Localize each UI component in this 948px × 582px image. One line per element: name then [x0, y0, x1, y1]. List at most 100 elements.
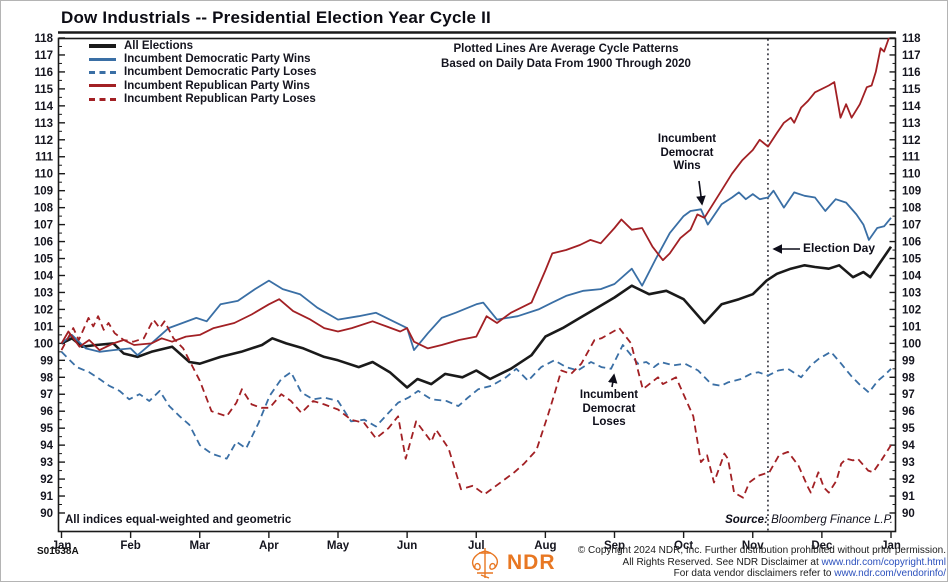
copyright-line3-text: For data vendor disclaimers refer to — [673, 568, 835, 579]
x-axis-label: Jun — [397, 540, 417, 552]
y-axis-label-right: 99 — [902, 355, 915, 367]
y-axis-label-right: 90 — [902, 508, 915, 520]
y-axis-label-left: 104 — [34, 270, 54, 282]
y-axis-label-right: 108 — [902, 203, 922, 215]
y-axis-label-left: 116 — [34, 67, 53, 79]
copyright-line3: For data vendor disclaimers refer to www… — [561, 568, 946, 580]
footnote-indices: All indices equal-weighted and geometric — [65, 514, 292, 526]
x-axis-label: Nov — [742, 540, 764, 552]
chart-note-line1: Plotted Lines Are Average Cycle Patterns — [453, 43, 679, 55]
y-axis-label-right: 118 — [902, 33, 921, 45]
y-axis-label-left: 103 — [34, 287, 53, 299]
ndr-logo: NDR — [467, 545, 556, 581]
y-axis-label-left: 100 — [34, 338, 53, 350]
y-axis-label-right: 110 — [902, 169, 921, 181]
series-line-incumbent-republican-party-loses — [60, 315, 892, 499]
chart-note: Plotted Lines Are Average Cycle Patterns… — [396, 42, 736, 72]
annotation-incumbent-democrat-wins: Incumbent Democrat Wins — [637, 133, 737, 174]
y-axis-label-left: 99 — [40, 355, 53, 367]
x-axis-label: Jan — [52, 540, 72, 552]
y-axis-label-left: 108 — [34, 203, 54, 215]
y-axis-label-right: 111 — [902, 152, 921, 164]
legend-item-all-elections: All Elections — [89, 39, 316, 52]
x-axis-label: Mar — [190, 540, 211, 552]
y-axis-label-right: 112 — [902, 135, 921, 147]
y-axis-label-right: 92 — [902, 474, 915, 486]
y-axis-label-right: 114 — [902, 101, 921, 113]
arrow-dem-wins — [696, 180, 706, 206]
y-axis-label-left: 93 — [40, 457, 53, 469]
legend: All Elections Incumbent Democratic Party… — [89, 39, 316, 106]
x-axis-label: Jan — [881, 540, 901, 552]
y-axis-label-left: 101 — [34, 321, 54, 333]
copyright-line2: All Rights Reserved. See NDR Disclaimer … — [561, 557, 946, 569]
legend-label: All Elections — [124, 39, 194, 52]
arrow-dem-loses — [607, 373, 618, 388]
source-note: Source: Bloomberg Finance L.P. — [601, 514, 893, 526]
legend-label: Incumbent Republican Party Loses — [124, 93, 316, 106]
x-axis-label: Jul — [468, 540, 485, 552]
y-axis-label-left: 113 — [34, 118, 53, 130]
y-axis-label-right: 98 — [902, 372, 915, 384]
annotation-text: Democrat — [582, 402, 636, 415]
chart-note-line2: Based on Daily Data From 1900 Through 20… — [441, 58, 691, 70]
y-axis-label-right: 113 — [902, 118, 921, 130]
source-label: Source: — [725, 514, 768, 526]
y-axis-label-right: 95 — [902, 423, 915, 435]
annotation-incumbent-democrat-loses: Incumbent Democrat Loses — [559, 389, 659, 430]
legend-swatch-red-solid-line — [89, 84, 116, 88]
series-line-all-elections — [60, 245, 893, 389]
y-axis-label-right: 109 — [902, 186, 921, 198]
y-axis-label-right: 101 — [902, 321, 922, 333]
y-axis-label-right: 105 — [902, 254, 922, 266]
x-axis-label: Sep — [604, 540, 625, 552]
y-axis-label-right: 116 — [902, 67, 921, 79]
y-axis-label-left: 109 — [34, 186, 53, 198]
chart-id: S01638A — [37, 546, 79, 557]
y-axis-label-left: 111 — [35, 152, 54, 164]
x-axis-label: Aug — [534, 540, 556, 552]
y-axis-label-left: 97 — [40, 389, 53, 401]
legend-swatch-black-solid-line — [89, 43, 116, 48]
plot-frame — [57, 37, 897, 533]
y-axis-label-left: 90 — [40, 508, 53, 520]
y-axis-label-right: 103 — [902, 287, 921, 299]
series-line-incumbent-republican-party-wins — [60, 37, 890, 351]
annotation-text: Democrat — [660, 146, 714, 159]
y-axis-label-right: 100 — [902, 338, 921, 350]
y-axis-label-right: 97 — [902, 389, 915, 401]
annotation-text: Incumbent — [579, 389, 639, 401]
y-axis-label-left: 114 — [34, 101, 53, 113]
chart-title: Dow Industrials -- Presidential Election… — [61, 8, 491, 27]
ndr-logo-text: NDR — [507, 551, 556, 574]
legend-item-dem-loses: Incumbent Democratic Party Loses — [89, 66, 316, 79]
y-axis-label-left: 95 — [40, 423, 53, 435]
y-axis-label-right: 106 — [902, 237, 921, 249]
legend-swatch-red-dashed-line — [89, 97, 116, 101]
copyright-link[interactable]: www.ndr.com/copyright.html — [821, 556, 947, 568]
legend-swatch-blue-dashed-line — [89, 70, 116, 74]
y-axis-label-right: 93 — [902, 457, 915, 469]
series-line-incumbent-democratic-party-wins — [60, 189, 892, 357]
y-axis-label-left: 92 — [40, 474, 53, 486]
y-axis-label-left: 91 — [40, 491, 53, 503]
legend-swatch-blue-solid-line — [89, 57, 116, 61]
copyright-line2-text: All Rights Reserved. See NDR Disclaimer … — [622, 556, 822, 568]
y-axis-label-right: 107 — [902, 220, 921, 232]
annotation-text: Wins — [673, 160, 701, 172]
annotation-election-day: Election Day — [803, 241, 876, 255]
source-value: Bloomberg Finance L.P. — [771, 514, 893, 526]
ndr-logo-icon — [471, 548, 499, 579]
y-axis-label-left: 110 — [34, 169, 53, 181]
annotation-text: Loses — [592, 416, 626, 428]
y-axis-label-left: 118 — [34, 33, 53, 45]
y-axis-label-right: 115 — [902, 84, 921, 96]
legend-label: Incumbent Republican Party Wins — [124, 79, 310, 92]
y-axis-label-left: 105 — [34, 254, 54, 266]
y-axis-label-left: 117 — [34, 50, 53, 62]
vendor-link[interactable]: www.ndr.com/vendorinfo/ — [834, 568, 946, 579]
x-axis-label: May — [327, 540, 350, 552]
x-axis-label: Apr — [259, 540, 279, 552]
